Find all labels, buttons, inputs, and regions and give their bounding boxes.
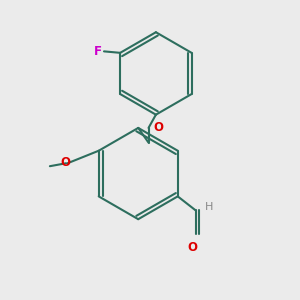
Text: F: F <box>94 45 102 58</box>
Text: O: O <box>154 121 164 134</box>
Text: O: O <box>61 156 70 169</box>
Text: O: O <box>188 241 198 254</box>
Text: H: H <box>205 202 213 212</box>
